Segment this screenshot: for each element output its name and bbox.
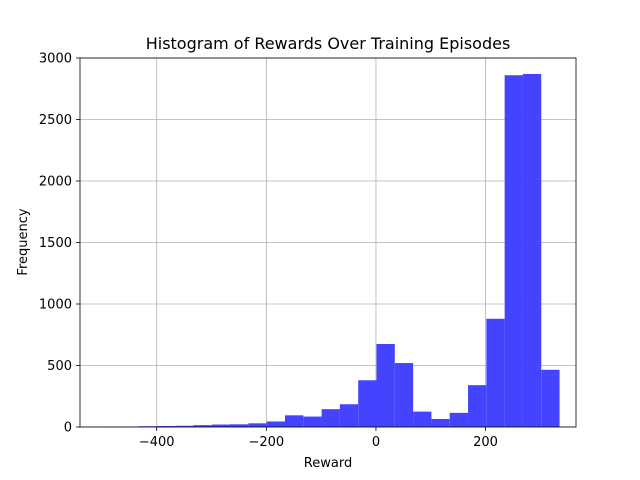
histogram-bar [175, 425, 194, 427]
histogram-bar [321, 409, 340, 427]
histogram-bar [230, 424, 249, 427]
y-tick-label: 0 [64, 421, 72, 436]
histogram-bar [394, 363, 414, 427]
histogram-bar [339, 404, 359, 427]
x-tick-label: 0 [372, 435, 380, 450]
y-tick-label: 3000 [39, 52, 72, 67]
histogram-bar [303, 416, 322, 427]
histogram-bar [248, 423, 267, 427]
x-axis-label: Reward [304, 456, 352, 471]
histogram-bar [211, 424, 231, 427]
histogram-bar [358, 380, 377, 427]
histogram-bar [266, 421, 285, 427]
histogram-bar [284, 415, 304, 427]
y-axis-label: Frequency [16, 208, 31, 275]
histogram-bar [193, 425, 212, 427]
x-tick-label: −200 [248, 435, 284, 450]
histogram-bar [449, 412, 469, 427]
histogram-bar [486, 318, 505, 427]
y-tick-label: 2500 [39, 113, 72, 128]
histogram-bar [156, 426, 176, 427]
histogram-bar [541, 369, 560, 427]
histogram-bar [413, 411, 432, 427]
y-tick-label: 2000 [39, 175, 72, 190]
histogram-bar [504, 75, 523, 427]
x-tick-label: 200 [473, 435, 498, 450]
y-tick-label: 1500 [39, 236, 72, 251]
y-tick-label: 500 [47, 359, 72, 374]
histogram-bars [101, 73, 560, 428]
x-tick-label: −400 [139, 435, 175, 450]
histogram-bar [376, 343, 395, 427]
y-tick-label: 1000 [39, 298, 72, 313]
histogram-bar [431, 419, 450, 427]
histogram-bar [468, 385, 487, 427]
chart-title: Histogram of Rewards Over Training Episo… [146, 34, 511, 53]
histogram-bar [522, 73, 542, 428]
